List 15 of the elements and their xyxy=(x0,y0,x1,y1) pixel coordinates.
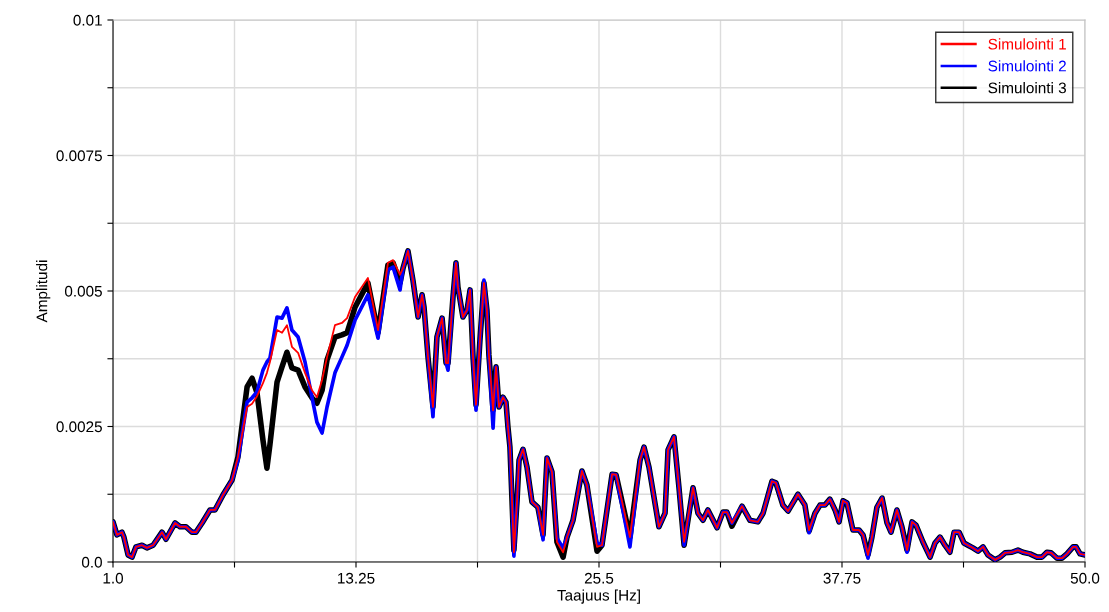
y-tick-label: 0.0075 xyxy=(56,150,102,162)
y-tick-label: 0.005 xyxy=(64,285,102,297)
y-axis-title: Amplitudi xyxy=(36,260,51,323)
x-tick-label: 37.75 xyxy=(823,572,861,584)
y-tick-label: 0.0 xyxy=(81,556,102,568)
x-tick-label: 25.5 xyxy=(584,572,614,584)
y-tick-label: 0.0025 xyxy=(56,421,102,433)
y-tick-label: 0.01 xyxy=(73,14,102,26)
x-tick-label: 50.0 xyxy=(1070,572,1100,584)
x-tick-label: 13.25 xyxy=(338,572,375,584)
legend-label: Simulointi 2 xyxy=(988,60,1066,72)
x-tick-label: 1.0 xyxy=(103,572,124,584)
legend-label: Simulointi 3 xyxy=(988,82,1066,94)
legend-label: Simulointi 1 xyxy=(988,38,1066,50)
x-axis-title: Taajuus [Hz] xyxy=(557,589,640,604)
